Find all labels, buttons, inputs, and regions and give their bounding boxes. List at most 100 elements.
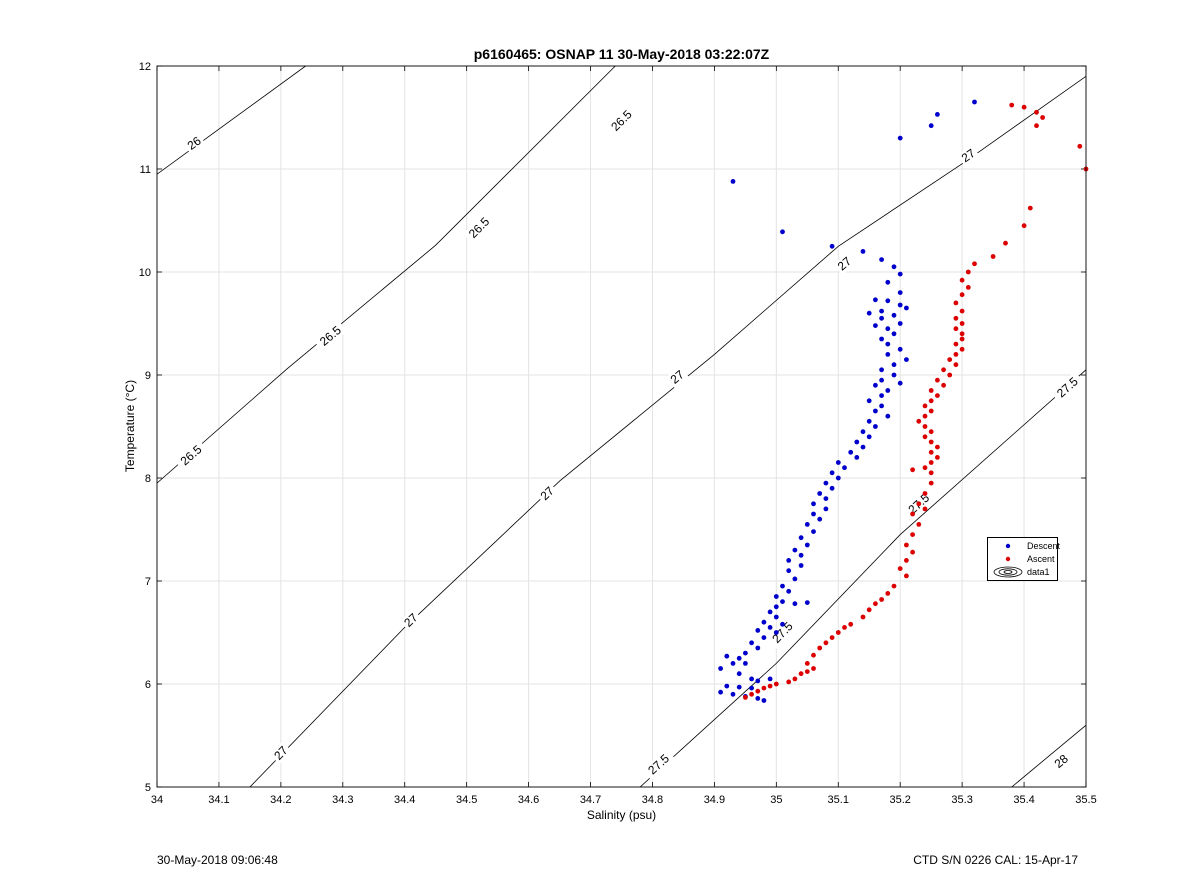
ascent-point	[965, 285, 971, 290]
ascent-point	[910, 532, 915, 537]
ascent-point	[1027, 205, 1033, 211]
ascent-point	[755, 688, 761, 694]
descent-point	[848, 449, 854, 455]
ascent-point	[835, 630, 841, 635]
descent-point	[804, 522, 810, 527]
descent-point	[879, 257, 884, 262]
descent-point	[897, 346, 903, 352]
descent-point	[854, 439, 860, 445]
descent-point	[792, 547, 798, 553]
ascent-point	[953, 352, 959, 357]
legend-item-ascent: Ascent	[988, 553, 1057, 565]
ascent-point	[1034, 109, 1039, 115]
y-tick-label: 5	[145, 782, 151, 794]
descent-point	[786, 558, 792, 563]
descent-point	[718, 689, 723, 695]
descent-point	[749, 676, 754, 682]
descent-point	[879, 377, 884, 383]
ascent-point	[842, 625, 847, 630]
descent-point	[804, 542, 810, 548]
density-contour-28	[1011, 724, 1086, 787]
descent-point	[897, 321, 903, 326]
x-tick-label: 35	[770, 794, 782, 806]
ascent-point	[922, 434, 928, 440]
descent-marker-icon	[1005, 543, 1011, 549]
ascent-point	[811, 652, 816, 658]
ascent-point	[928, 398, 934, 404]
contour-label-bg	[1049, 750, 1073, 773]
descent-point	[823, 480, 829, 486]
descent-point	[767, 676, 773, 682]
descent-point	[885, 388, 891, 393]
ascent-point	[786, 679, 792, 685]
ascent-point	[928, 449, 934, 455]
descent-point	[866, 434, 872, 440]
descent-point	[798, 552, 804, 558]
ascent-point	[990, 254, 996, 259]
contour-label-bg	[1050, 371, 1085, 404]
descent-point	[891, 312, 897, 318]
chart-title: p6160465: OSNAP 11 30-May-2018 03:22:07Z	[473, 46, 770, 62]
ascent-point	[767, 683, 773, 689]
descent-point	[891, 264, 897, 270]
x-tick-label: 34.1	[208, 794, 229, 806]
ascent-point	[1034, 123, 1039, 129]
ascent-point	[773, 681, 779, 687]
descent-point	[879, 308, 884, 314]
contour-label-bg	[174, 439, 208, 472]
x-tick-label: 34.2	[270, 794, 291, 806]
contour-label-bg	[766, 616, 799, 649]
descent-point	[755, 696, 761, 701]
ascent-point	[922, 413, 928, 419]
ascent-point	[935, 377, 940, 383]
ascent-point	[959, 321, 965, 326]
legend-label-data1: data1	[1027, 567, 1050, 577]
plot-area	[157, 66, 1086, 787]
density-contour-27-5	[639, 369, 1086, 787]
ascent-point	[922, 491, 928, 496]
descent-point	[755, 628, 761, 633]
descent-point	[761, 635, 767, 640]
descent-point	[829, 485, 835, 491]
contour-label-bg	[313, 320, 348, 352]
descent-point	[885, 413, 891, 419]
ascent-point	[1021, 223, 1027, 229]
ascent-point	[904, 542, 909, 548]
descent-point	[761, 698, 767, 703]
ascent-point	[928, 408, 934, 414]
ascent-point	[1021, 104, 1027, 110]
descent-point	[897, 302, 903, 308]
descent-point	[724, 653, 730, 659]
contour-label-bg	[535, 482, 559, 505]
descent-point	[873, 424, 878, 429]
legend: Descent Ascent data1	[987, 537, 1060, 581]
ascent-point	[916, 501, 922, 507]
descent-point	[897, 380, 903, 386]
footer-timestamp: 30-May-2018 09:06:48	[157, 853, 278, 867]
legend-label-ascent: Ascent	[1027, 554, 1055, 564]
descent-point	[891, 362, 897, 368]
descent-point	[873, 297, 878, 303]
ascent-point	[928, 439, 934, 445]
descent-point	[773, 630, 779, 635]
x-tick-label: 35.4	[1013, 794, 1034, 806]
y-tick-label: 9	[145, 370, 151, 382]
x-tick-label: 34.7	[580, 794, 601, 806]
descent-point	[928, 123, 934, 129]
descent-point	[730, 661, 736, 666]
x-tick-label: 35.5	[1075, 794, 1096, 806]
axes-frame	[156, 65, 1087, 788]
descent-point	[736, 684, 742, 690]
x-axis-label: Salinity (psu)	[586, 808, 657, 822]
descent-point	[780, 229, 785, 235]
y-tick-label: 6	[145, 679, 151, 691]
ascent-point	[891, 583, 897, 589]
descent-point	[860, 444, 866, 450]
x-tick-label: 35.2	[889, 794, 910, 806]
ascent-point	[860, 614, 866, 620]
contour-label-bg	[399, 608, 423, 632]
descent-point	[935, 112, 940, 117]
x-tick-label: 34.6	[518, 794, 539, 806]
descent-point	[817, 516, 823, 522]
